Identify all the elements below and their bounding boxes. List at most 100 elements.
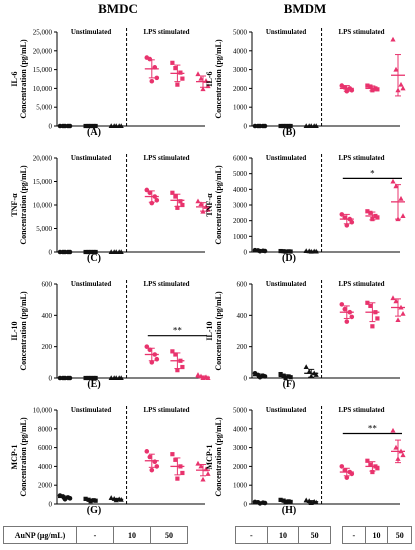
data-point	[205, 375, 211, 380]
data-point	[375, 215, 380, 220]
data-point	[200, 375, 206, 380]
data-point	[308, 123, 314, 128]
data-point	[178, 464, 183, 469]
data-point	[203, 204, 209, 209]
y-tick-label: 3000	[233, 202, 248, 210]
data-point	[83, 123, 88, 129]
data-point	[93, 123, 98, 129]
data-point	[398, 448, 404, 454]
panel-c: 05,00010,00015,00020,000TNF-αConcentrati…	[10, 154, 211, 264]
data-point	[400, 310, 406, 316]
data-point	[395, 216, 401, 222]
data-point	[257, 248, 263, 254]
group-label-unstimulated: Unstimulated	[266, 154, 307, 162]
column-title-bmdc: BMDC	[98, 1, 138, 16]
group-label-unstimulated: Unstimulated	[266, 28, 307, 36]
data-point	[180, 470, 185, 476]
data-point	[175, 368, 180, 373]
data-point	[308, 373, 314, 379]
data-point	[339, 212, 345, 217]
data-point	[342, 467, 348, 473]
data-point	[373, 310, 378, 315]
data-point	[205, 83, 211, 89]
group-label-unstimulated: Unstimulated	[71, 406, 112, 414]
y-tick-label: 5000	[233, 29, 248, 37]
dose-cell-10: 10	[266, 527, 299, 543]
data-point	[170, 60, 175, 65]
group-label-unstimulated: Unstimulated	[71, 280, 112, 288]
dose-cell-none: -	[352, 530, 356, 540]
y-tick-label: 0	[244, 501, 248, 509]
data-point	[288, 375, 293, 380]
data-point	[400, 452, 406, 458]
panel-h: 0 1000 2000 3000 4000 5000 MCP-1Concentration …	[205, 406, 406, 516]
group-label-unstimulated: Unstimulated	[266, 280, 307, 288]
panel-label: (C)	[87, 253, 101, 264]
y-axis-label-line: Concentration (pg/mL)	[19, 291, 28, 371]
data-point	[370, 324, 375, 329]
panel-g: 0200040006000800010,000MCP-1Concentratio…	[10, 406, 211, 516]
data-point	[62, 249, 68, 255]
group-label-lps: LPS stimulated	[143, 28, 189, 36]
data-point	[390, 427, 396, 433]
data-point	[395, 456, 401, 461]
significance-label: *	[370, 168, 375, 178]
data-point	[278, 123, 283, 129]
data-point	[144, 344, 150, 349]
data-point	[368, 210, 373, 215]
y-axis-label: TNF-αConcentration (pg/mL)	[205, 165, 223, 245]
data-point	[344, 319, 350, 324]
y-tick-label: 1000	[233, 104, 248, 112]
data-point	[152, 194, 158, 199]
data-point	[83, 496, 88, 501]
y-axis-label-line: Concentration (pg/mL)	[214, 39, 223, 119]
data-point	[400, 213, 406, 218]
group-label-lps: LPS stimulated	[143, 406, 189, 414]
data-point	[288, 123, 293, 129]
data-point	[306, 368, 312, 374]
data-point	[154, 356, 160, 362]
data-point	[349, 314, 355, 320]
y-tick-label: 2000	[233, 463, 248, 471]
data-point	[339, 302, 345, 307]
data-point	[154, 464, 160, 469]
y-tick-label: 10,000	[33, 202, 53, 210]
panels: 05,00010,00015,00020,00025,000IL-6Concen…	[10, 28, 406, 516]
data-point	[370, 217, 375, 222]
data-point	[393, 66, 399, 72]
panel-b: 0 1000 2000 3000 4000 5000 IL-6Concentration (…	[205, 28, 406, 138]
data-point	[118, 249, 124, 254]
panel-label: (H)	[282, 505, 296, 516]
y-axis-label-line: TNF-α	[205, 193, 214, 217]
data-point	[257, 123, 263, 129]
y-tick-label: 5,000	[36, 104, 52, 112]
data-point	[152, 352, 158, 357]
data-point	[262, 374, 268, 379]
data-point	[283, 249, 288, 254]
data-point	[347, 309, 353, 315]
y-tick-label: 2000	[38, 482, 53, 490]
data-point	[368, 303, 373, 309]
data-point	[344, 475, 350, 480]
dose-cell-none: -	[76, 527, 113, 543]
y-axis-label: MCP-1Concentration (pg/mL)	[205, 417, 223, 497]
data-point	[67, 249, 73, 255]
y-tick-label: 15,000	[33, 178, 53, 186]
data-point	[144, 187, 150, 193]
y-tick-label: 10,000	[33, 407, 53, 415]
data-point	[203, 78, 209, 83]
y-tick-label: 4000	[233, 425, 248, 433]
data-point	[365, 83, 370, 88]
y-tick-label: 1000	[233, 233, 248, 241]
data-point	[283, 500, 288, 505]
y-axis-label-line: Concentration (pg/mL)	[19, 39, 28, 119]
data-point	[398, 195, 404, 201]
group-label-lps: LPS stimulated	[143, 154, 189, 162]
data-point	[390, 178, 396, 184]
data-point	[67, 375, 73, 381]
y-axis-label-line: IL-6	[205, 71, 214, 86]
data-point	[344, 88, 350, 94]
y-tick-label: 25,000	[33, 29, 53, 37]
y-tick-label: 15,000	[33, 66, 53, 74]
